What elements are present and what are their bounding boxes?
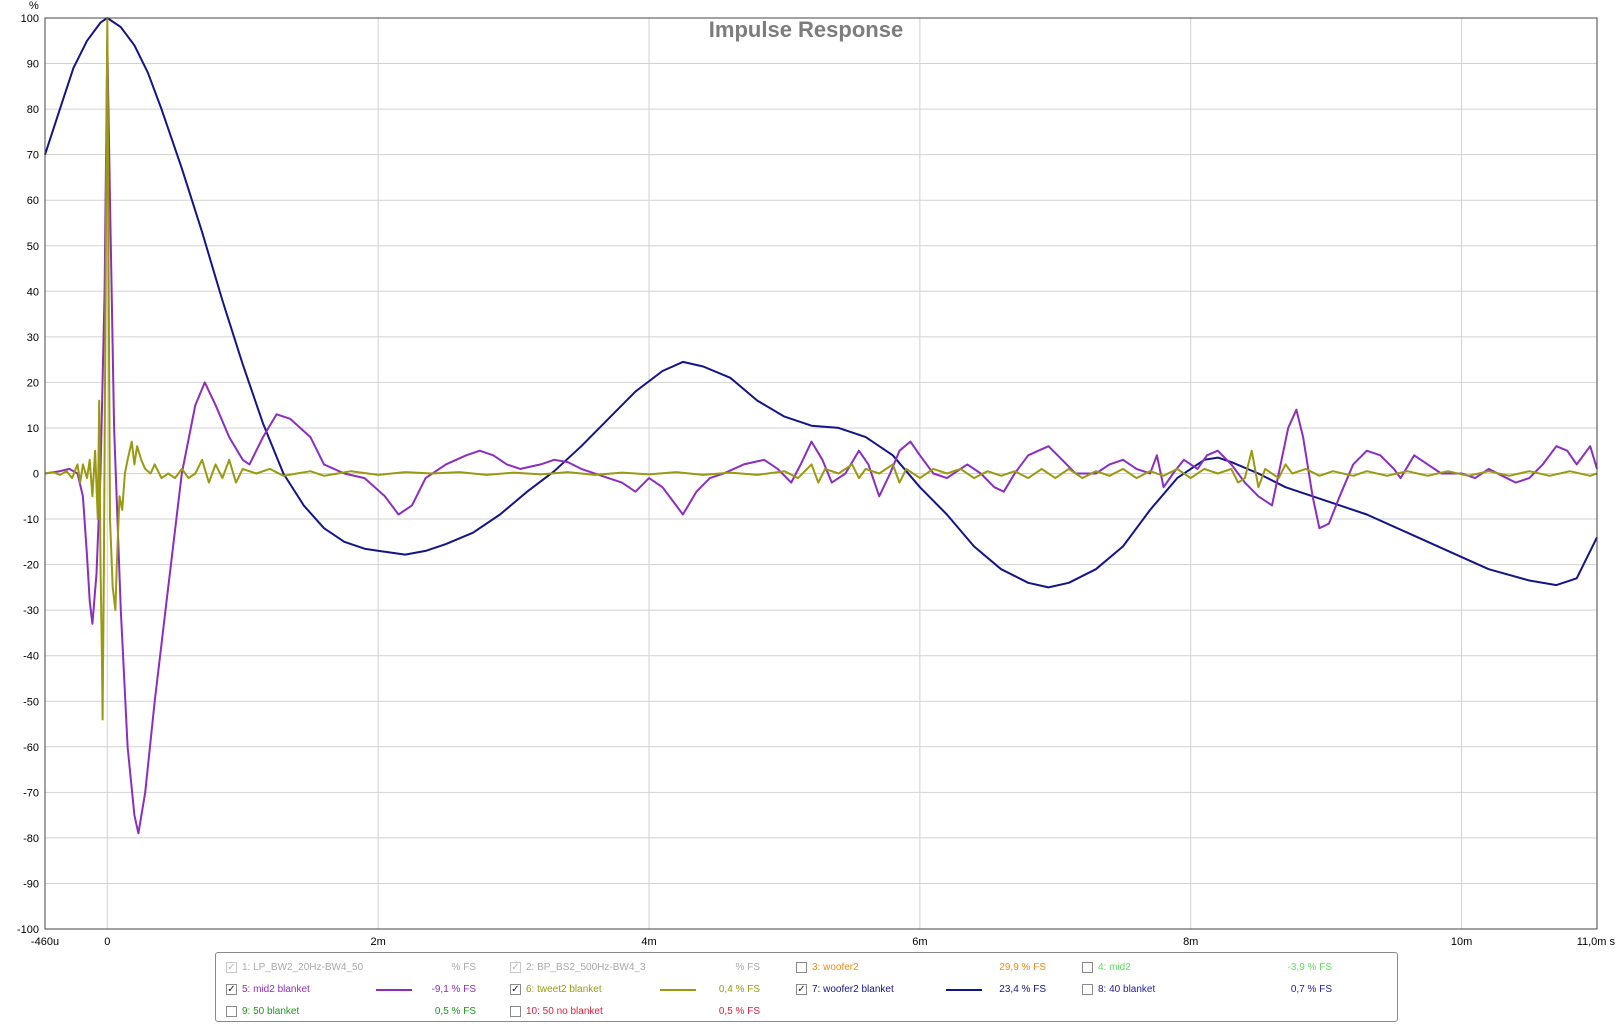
y-tick-label: 90 bbox=[27, 59, 39, 71]
y-axis-unit: % bbox=[29, 0, 39, 12]
y-tick-label: 20 bbox=[27, 377, 39, 389]
legend-value: 29,9 % FS bbox=[999, 962, 1046, 973]
legend-item: ✓ 1: LP_BW2_20Hz-BW4_50 % FS bbox=[226, 962, 486, 976]
y-tick-label: 10 bbox=[27, 423, 39, 435]
legend-swatch bbox=[376, 989, 412, 991]
legend-label: 2: BP_BS2_500Hz-BW4_3 bbox=[526, 962, 646, 973]
y-tick-label: 30 bbox=[27, 332, 39, 344]
legend-checkbox[interactable] bbox=[1082, 984, 1093, 995]
series-line-7-woofer2-blanket bbox=[44, 17, 1598, 589]
y-tick-label: -100 bbox=[17, 924, 39, 936]
grid-lines bbox=[45, 17, 1597, 930]
y-tick-label: -60 bbox=[23, 742, 39, 754]
legend-label: 6: tweet2 blanket bbox=[526, 984, 602, 995]
legend-checkbox[interactable] bbox=[796, 962, 807, 973]
x-tick-label: 11,0m s bbox=[1577, 936, 1616, 948]
legend-value: 23,4 % FS bbox=[999, 984, 1046, 995]
legend-checkbox[interactable]: ✓ bbox=[226, 962, 237, 973]
legend-value: % FS bbox=[735, 962, 760, 973]
y-tick-label: -20 bbox=[23, 560, 39, 572]
legend-label: 4: mid2 bbox=[1098, 962, 1131, 973]
y-tick-label: 40 bbox=[27, 286, 39, 298]
legend-item: 3: woofer2 29,9 % FS bbox=[796, 962, 1056, 976]
legend-value: 0,5 % FS bbox=[434, 1006, 476, 1017]
x-tick-label: -460u bbox=[31, 936, 59, 948]
x-tick-labels: -460u 0 2m 4m 6m 8m 10m 11,0m s bbox=[31, 936, 1616, 948]
legend-label: 10: 50 no blanket bbox=[526, 1006, 603, 1017]
legend-item: 10: 50 no blanket 0,5 % FS bbox=[510, 1006, 770, 1020]
legend-value: 0,4 % FS bbox=[718, 984, 760, 995]
legend-label: 7: woofer2 blanket bbox=[812, 984, 894, 995]
plot-border bbox=[44, 17, 1598, 930]
legend-checkbox[interactable]: ✓ bbox=[796, 984, 807, 995]
y-tick-label: 80 bbox=[27, 104, 39, 116]
legend-swatch bbox=[660, 989, 696, 991]
legend-label: 5: mid2 blanket bbox=[242, 984, 310, 995]
y-tick-label: -80 bbox=[23, 833, 39, 845]
legend-item: ✓ 2: BP_BS2_500Hz-BW4_3 % FS bbox=[510, 962, 770, 976]
x-tick-label: 4m bbox=[641, 936, 656, 948]
y-tick-label: -30 bbox=[23, 605, 39, 617]
y-tick-label: -10 bbox=[23, 514, 39, 526]
legend-label: 8: 40 blanket bbox=[1098, 984, 1156, 995]
x-tick-label: 10m bbox=[1451, 936, 1472, 948]
legend-checkbox[interactable]: ✓ bbox=[510, 984, 521, 995]
legend-label: 9: 50 blanket bbox=[242, 1006, 300, 1017]
legend-label: 1: LP_BW2_20Hz-BW4_50 bbox=[242, 962, 364, 973]
legend-item: 8: 40 blanket 0,7 % FS bbox=[1082, 984, 1342, 998]
legend-checkbox[interactable] bbox=[226, 1006, 237, 1017]
y-tick-label: 0 bbox=[33, 469, 39, 481]
chart-title: Impulse Response bbox=[709, 17, 903, 42]
legend-checkbox[interactable] bbox=[1082, 962, 1093, 973]
legend-swatch bbox=[946, 989, 982, 991]
y-tick-label: 50 bbox=[27, 241, 39, 253]
series-lines bbox=[44, 17, 1598, 835]
y-tick-label: -50 bbox=[23, 696, 39, 708]
legend: ✓ 1: LP_BW2_20Hz-BW4_50 % FS ✓ 2: BP_BS2_500… bbox=[215, 952, 1398, 1022]
series-line-5-mid2-blanket bbox=[44, 39, 1598, 835]
y-tick-label: 60 bbox=[27, 195, 39, 207]
series-line-6-tweet2-blanket bbox=[44, 17, 1598, 721]
y-tick-label: 100 bbox=[21, 13, 39, 25]
legend-value: 0,7 % FS bbox=[1290, 984, 1332, 995]
y-tick-label: -40 bbox=[23, 651, 39, 663]
x-tick-label: 0 bbox=[104, 936, 110, 948]
legend-item: ✓ 6: tweet2 blanket 0,4 % FS bbox=[510, 984, 770, 998]
legend-checkbox[interactable]: ✓ bbox=[226, 984, 237, 995]
y-tick-label: -90 bbox=[23, 878, 39, 890]
y-tick-label: -70 bbox=[23, 787, 39, 799]
legend-value: -9,1 % FS bbox=[431, 984, 476, 995]
legend-checkbox[interactable] bbox=[510, 1006, 521, 1017]
legend-item: 4: mid2 -3,9 % FS bbox=[1082, 962, 1342, 976]
legend-item: ✓ 7: woofer2 blanket 23,4 % FS bbox=[796, 984, 1056, 998]
legend-item: ✓ 5: mid2 blanket -9,1 % FS bbox=[226, 984, 486, 998]
legend-value: % FS bbox=[451, 962, 476, 973]
y-tick-labels: 1009080706050403020100-10-20-30-40-50-60… bbox=[17, 13, 39, 936]
x-tick-label: 2m bbox=[371, 936, 386, 948]
x-tick-label: 8m bbox=[1183, 936, 1198, 948]
legend-checkbox[interactable]: ✓ bbox=[510, 962, 521, 973]
legend-value: 0,5 % FS bbox=[718, 1006, 760, 1017]
legend-value: -3,9 % FS bbox=[1287, 962, 1332, 973]
legend-label: 3: woofer2 bbox=[812, 962, 859, 973]
legend-item: 9: 50 blanket 0,5 % FS bbox=[226, 1006, 486, 1020]
x-tick-label: 6m bbox=[912, 936, 927, 948]
y-tick-label: 70 bbox=[27, 150, 39, 162]
